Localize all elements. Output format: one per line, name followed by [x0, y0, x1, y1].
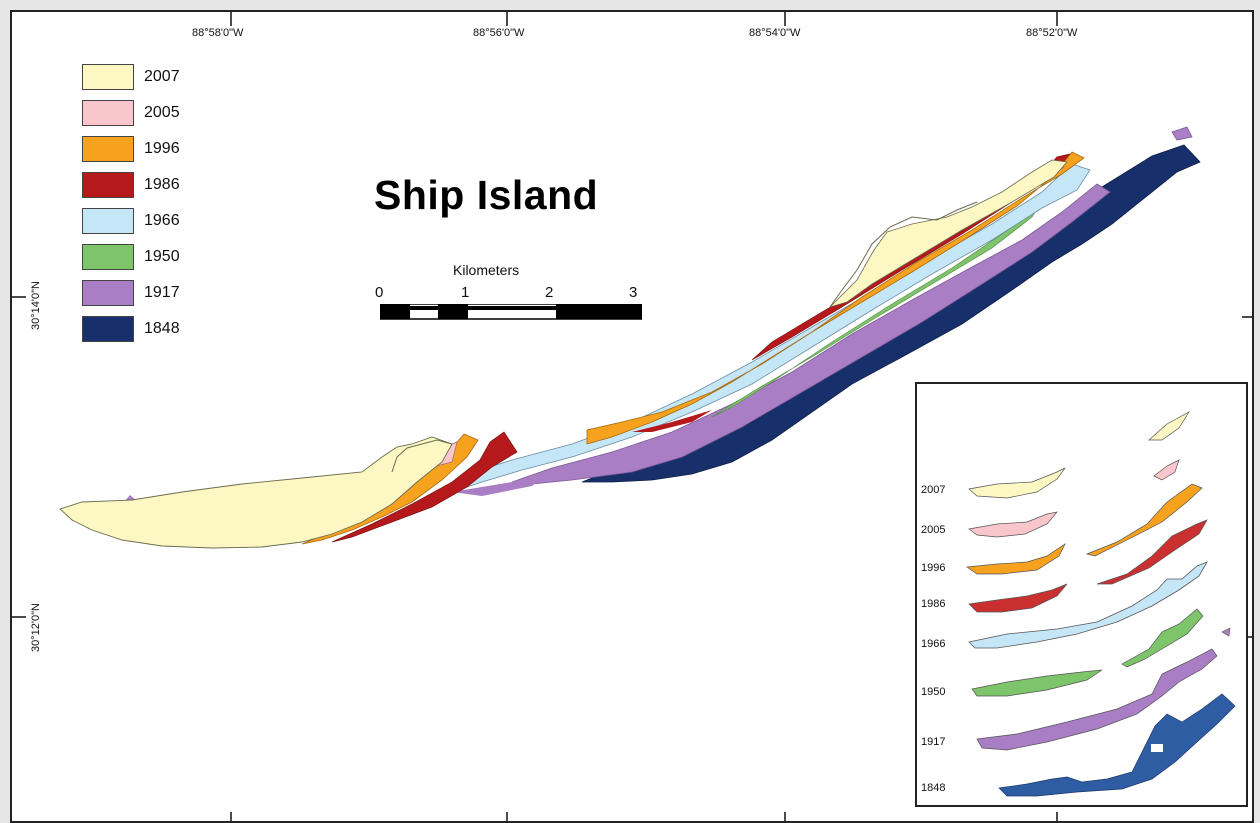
- inset-shoreline-1966: [968, 561, 1208, 649]
- scale-tick-label: 0: [375, 284, 384, 301]
- inset-year-label: 1848: [921, 782, 946, 794]
- shoreline-1986-west: [331, 431, 518, 543]
- shoreline-2007-hook: [391, 439, 453, 473]
- inset-year-label: 1996: [921, 562, 946, 574]
- legend-swatch: [82, 172, 134, 198]
- longitude-label: 88°56'0"W: [473, 27, 525, 39]
- latitude-label: 30°14'0"N: [30, 281, 42, 330]
- legend-year-label: 1917: [144, 284, 180, 301]
- map-frame: 88°58'0"W 88°56'0"W 88°54'0"W 88°52'0"W …: [10, 10, 1254, 823]
- tick-marks: [12, 12, 1252, 821]
- scale-tick-label: 1: [461, 284, 470, 301]
- legend-year-label: 1966: [144, 212, 180, 229]
- inset-shoreline-1917: [976, 648, 1218, 751]
- shoreline-map: [12, 12, 1252, 821]
- inset-panel: 2007 2005 1996 1986 1966 1950 1917 1848: [915, 382, 1248, 807]
- inset-year-label: 1966: [921, 638, 946, 650]
- inset-shoreline-1848: [998, 693, 1236, 797]
- inset-shoreline-1917-spit: [1221, 627, 1231, 637]
- inset-map: [966, 411, 1236, 797]
- inset-year-label: 2007: [921, 484, 946, 496]
- inset-year-label: 2005: [921, 524, 946, 536]
- inset-shoreline-1950-east: [1121, 608, 1204, 668]
- inset-shoreline-1986: [968, 583, 1068, 613]
- legend-swatch: [82, 316, 134, 342]
- latitude-label: 30°12'0"N: [30, 603, 42, 652]
- shoreline-1996: [586, 151, 1085, 445]
- shoreline-2007-east-spit: [829, 201, 978, 308]
- inset-shoreline-2007-east: [1148, 411, 1191, 441]
- longitude-label: 88°54'0"W: [749, 27, 801, 39]
- scale-bar-graphic: [380, 304, 642, 320]
- inset-shoreline-1848-gap: [1151, 744, 1163, 752]
- legend-swatch: [82, 100, 134, 126]
- inset-shoreline-1996-east: [1085, 483, 1203, 557]
- inset-shoreline-1986-east: [1096, 519, 1208, 585]
- inset-year-label: 1950: [921, 686, 946, 698]
- legend-year-label: 1996: [144, 140, 180, 157]
- shoreline-1917-east: [452, 472, 552, 496]
- legend-year-label: 1986: [144, 176, 180, 193]
- legend-year-label: 2005: [144, 104, 180, 121]
- longitude-label: 88°58'0"W: [192, 27, 244, 39]
- legend-swatch: [82, 280, 134, 306]
- scale-bar: Kilometers 0 1 2 3: [367, 260, 647, 330]
- shoreline-2007-east: [829, 159, 1068, 308]
- inset-year-label: 1986: [921, 598, 946, 610]
- map-title: Ship Island: [374, 172, 599, 218]
- longitude-label: 88°52'0"W: [1026, 27, 1078, 39]
- scale-tick-label: 2: [545, 284, 554, 301]
- legend-swatch: [82, 64, 134, 90]
- legend-swatch: [82, 244, 134, 270]
- inset-shoreline-2005: [968, 511, 1058, 538]
- inset-shoreline-2007: [968, 467, 1066, 499]
- legend-swatch: [82, 136, 134, 162]
- scale-title: Kilometers: [453, 262, 520, 278]
- inset-year-label: 1917: [921, 736, 946, 748]
- legend-swatch: [82, 208, 134, 234]
- inset-shoreline-2005-east: [1153, 459, 1180, 481]
- inset-shoreline-1950: [971, 669, 1103, 697]
- shoreline-2007-west: [59, 436, 453, 549]
- legend-year-label: 1950: [144, 248, 180, 265]
- scale-tick-label: 3: [629, 284, 638, 301]
- legend-year-label: 2007: [144, 68, 180, 85]
- inset-shoreline-1996: [966, 542, 1066, 575]
- legend-year-label: 1848: [144, 320, 180, 337]
